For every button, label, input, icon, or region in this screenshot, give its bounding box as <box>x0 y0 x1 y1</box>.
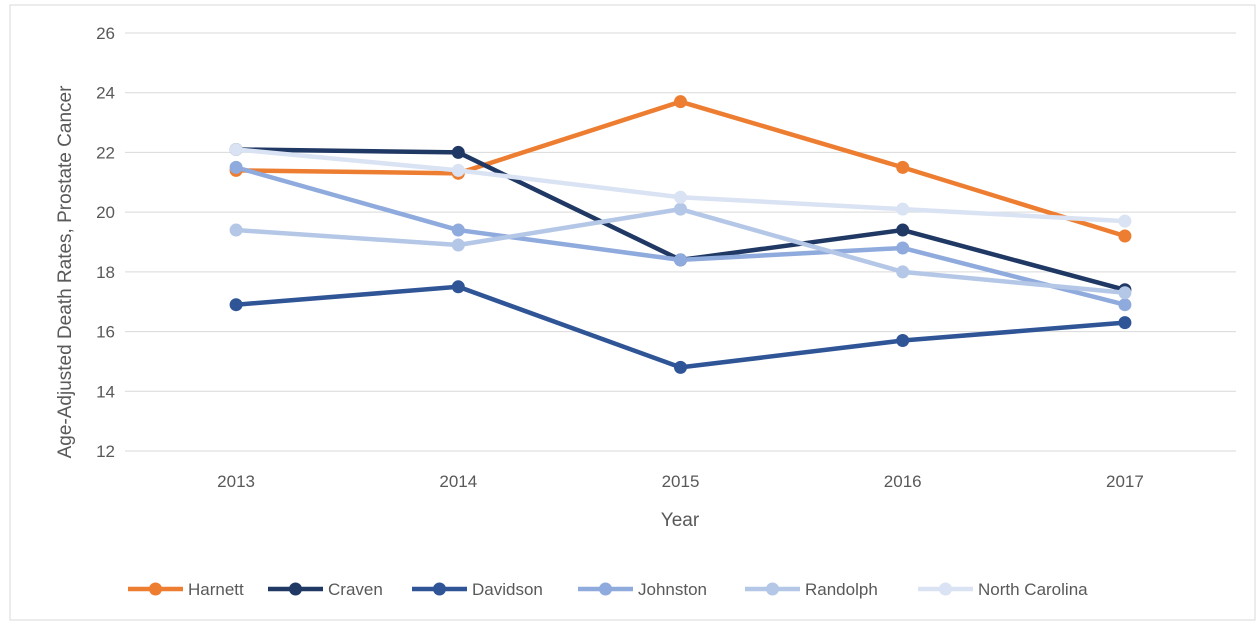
data-point-north-carolina <box>674 190 687 204</box>
legend-label: Randolph <box>805 580 878 599</box>
legend-marker <box>149 582 162 596</box>
x-tick-label: 2014 <box>439 472 477 491</box>
legend-label: Craven <box>328 580 383 599</box>
data-point-north-carolina <box>451 163 465 177</box>
data-point-davidson <box>896 334 910 348</box>
series-davidson <box>229 280 1132 374</box>
y-tick-label: 16 <box>96 323 115 342</box>
data-point-north-carolina <box>896 202 910 216</box>
legend-item-randolph: Randolph <box>745 580 878 599</box>
y-tick-labels: 12 14 16 18 20 22 24 26 <box>96 24 115 461</box>
data-point-johnston <box>1118 298 1132 312</box>
data-point-craven <box>896 223 910 237</box>
data-point-davidson <box>229 298 243 312</box>
data-point-randolph <box>674 202 687 216</box>
series-lines <box>229 95 1132 374</box>
data-point-johnston <box>451 223 465 237</box>
x-tick-label: 2013 <box>217 472 255 491</box>
data-point-davidson <box>674 360 687 374</box>
legend-item-north-carolina: North Carolina <box>918 580 1088 599</box>
y-tick-label: 14 <box>96 382 115 401</box>
legend-marker <box>766 582 779 596</box>
series-johnston <box>229 160 1132 312</box>
legend-label: Harnett <box>188 580 244 599</box>
data-point-harnett <box>674 95 687 109</box>
y-tick-label: 26 <box>96 24 115 43</box>
series-north-carolina <box>229 142 1132 228</box>
x-axis-title: Year <box>661 510 700 531</box>
data-point-north-carolina <box>229 142 243 156</box>
y-tick-label: 12 <box>96 442 115 461</box>
data-point-harnett <box>1118 229 1132 243</box>
x-tick-label: 2015 <box>662 472 700 491</box>
data-point-randolph <box>451 238 465 252</box>
x-tick-label: 2016 <box>884 472 922 491</box>
legend-label: Davidson <box>472 580 543 599</box>
data-point-johnston <box>896 241 910 255</box>
data-point-north-carolina <box>1118 214 1132 228</box>
data-point-randolph <box>1118 286 1132 300</box>
data-point-johnston <box>674 253 687 267</box>
data-point-davidson <box>451 280 465 294</box>
y-tick-label: 18 <box>96 263 115 282</box>
y-tick-label: 22 <box>96 143 115 162</box>
legend-marker <box>289 582 302 596</box>
y-axis-title: Age-Adjusted Death Rates, Prostate Cance… <box>55 85 76 458</box>
legend-item-harnett: Harnett <box>128 580 244 599</box>
legend-item-johnston: Johnston <box>578 580 707 599</box>
legend-marker <box>599 582 612 596</box>
data-point-randolph <box>896 265 910 279</box>
legend-label: Johnston <box>638 580 707 599</box>
series-randolph <box>229 202 1132 300</box>
data-point-harnett <box>896 160 910 174</box>
legend-item-craven: Craven <box>268 580 383 599</box>
chart-border <box>9 4 1256 621</box>
legend-marker <box>939 582 952 596</box>
y-tick-label: 20 <box>96 203 115 222</box>
x-tick-labels: 2013 2014 2015 2016 2017 <box>217 472 1144 491</box>
legend-label: North Carolina <box>978 580 1088 599</box>
data-point-randolph <box>229 223 243 237</box>
y-tick-label: 24 <box>96 84 115 103</box>
legend: Harnett Craven Davidson Johnston Randolph Nor… <box>128 580 1088 599</box>
data-point-craven <box>451 145 465 159</box>
data-point-johnston <box>229 160 243 174</box>
legend-marker <box>433 582 446 596</box>
legend-item-davidson: Davidson <box>412 580 543 599</box>
x-tick-label: 2017 <box>1106 472 1144 491</box>
data-point-davidson <box>1118 316 1132 330</box>
